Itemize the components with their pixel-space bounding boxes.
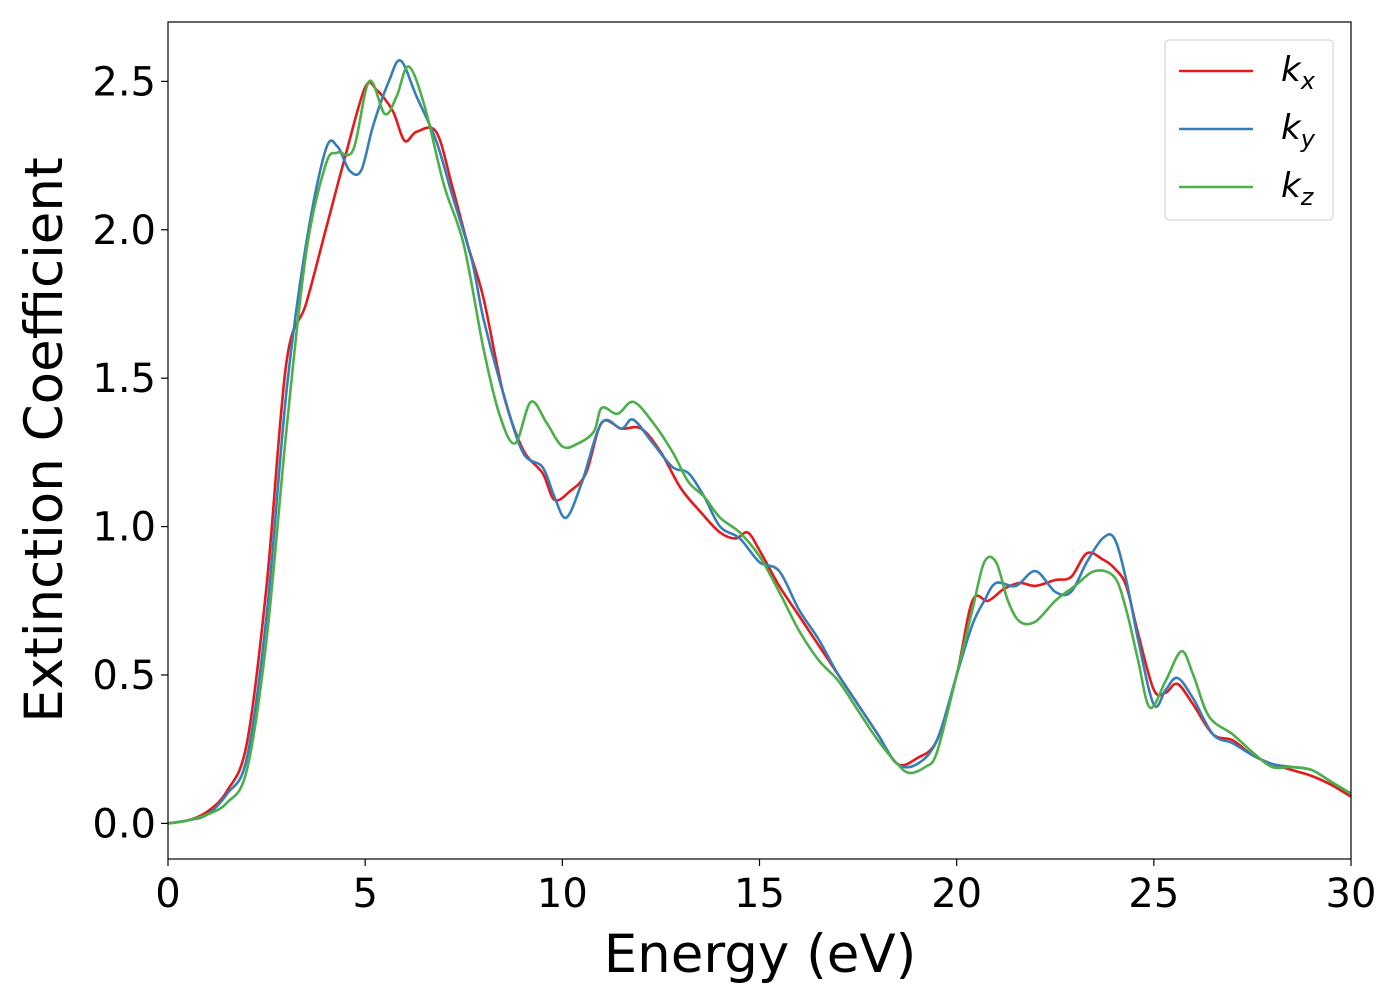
x-tick-label: 0 <box>155 871 180 917</box>
legend-label-x: kx <box>1281 50 1316 95</box>
x-tick-label: 30 <box>1326 871 1377 917</box>
y-tick-label: 1.0 <box>92 505 156 551</box>
legend-label-y: ky <box>1281 108 1316 153</box>
y-tick-label: 1.5 <box>92 356 156 402</box>
x-tick-label: 20 <box>931 871 982 917</box>
legend: kx ky kz <box>1164 39 1334 221</box>
x-tick-label: 10 <box>537 871 588 917</box>
y-tick-label: 2.0 <box>92 208 156 254</box>
series-line-z <box>168 65 1351 825</box>
tick-layer: 0 5 10 15 20 25 30 0.0 0.5 1.0 1.5 2.0 2.5 <box>92 59 1376 917</box>
series-line-x <box>168 81 1351 825</box>
y-axis-title: Extinction Coefficient <box>14 157 75 723</box>
y-tick-label: 0.0 <box>92 801 156 847</box>
x-tick-label: 5 <box>352 871 377 917</box>
series-layer <box>168 59 1351 825</box>
y-tick-label: 2.5 <box>92 59 156 105</box>
y-tick-label: 0.5 <box>92 653 156 699</box>
x-tick-label: 25 <box>1128 871 1179 917</box>
series-line-y <box>168 59 1351 825</box>
x-axis-title: Energy (eV) <box>604 924 917 985</box>
x-tick-label: 15 <box>734 871 785 917</box>
legend-label-z: kz <box>1281 166 1315 211</box>
